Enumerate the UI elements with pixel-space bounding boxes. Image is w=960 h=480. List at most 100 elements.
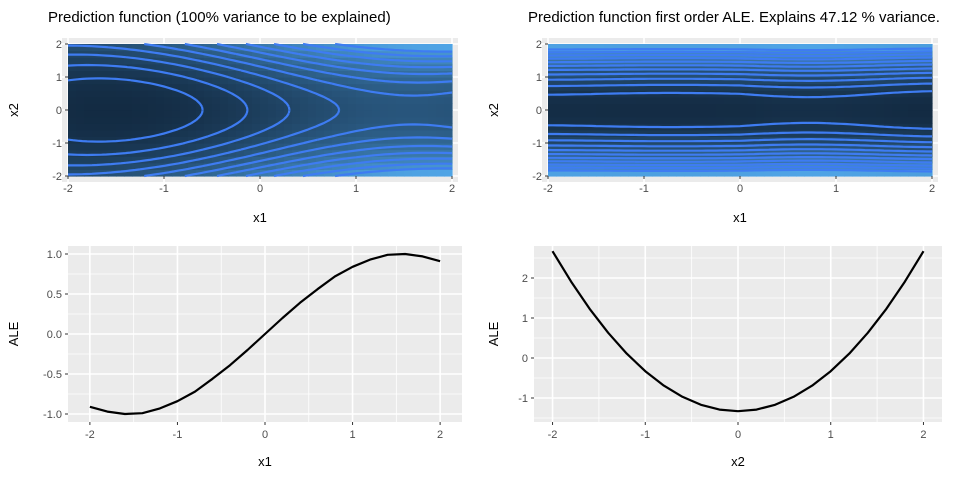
- p1-raster-cell: [188, 57, 197, 65]
- p1-contours: [67, 42, 453, 178]
- p1-raster-cell: [228, 77, 237, 85]
- p1-raster-cell: [364, 123, 373, 131]
- p2-raster-cell: [620, 149, 629, 157]
- p1-raster-cell: [76, 77, 85, 85]
- p1-raster-cell: [420, 50, 429, 58]
- p1-raster-cell: [292, 96, 301, 104]
- p1-raster-cell: [412, 169, 421, 177]
- p1-raster-cell: [116, 77, 125, 85]
- p1-raster-cell: [260, 123, 269, 131]
- p1-raster-cell: [356, 123, 365, 131]
- p2-raster-cell: [692, 44, 701, 52]
- p1-raster-cell: [100, 63, 109, 71]
- p2-raster-cell: [652, 63, 661, 71]
- p3-xtick-label: 2: [437, 429, 443, 441]
- p2-raster-cell: [556, 103, 565, 111]
- p1-raster-cell: [348, 162, 357, 170]
- p1-raster-cell: [284, 50, 293, 58]
- p1-raster-cell: [420, 123, 429, 131]
- p2-raster-cell: [892, 129, 901, 137]
- p1-raster-cell: [172, 162, 181, 170]
- p1-raster-cell: [428, 103, 437, 111]
- p1-raster-cell: [300, 169, 309, 177]
- p1-raster-cell: [156, 149, 165, 157]
- p1-xtick-label: -1: [159, 183, 169, 195]
- p2-raster-cell: [780, 70, 789, 78]
- p1-raster-cell: [148, 143, 157, 151]
- p1-raster-cell: [204, 96, 213, 104]
- p1-raster-cell: [276, 90, 285, 98]
- p2-raster-cell: [700, 77, 709, 85]
- p1-raster-cell: [220, 143, 229, 151]
- p1-raster-cell: [420, 116, 429, 124]
- p1-raster-cell: [308, 129, 317, 137]
- p1-raster-cell: [268, 70, 277, 78]
- p2-raster-cell: [652, 110, 661, 118]
- p1-raster-cell: [116, 129, 125, 137]
- p2-contour-line: [548, 63, 933, 157]
- p1-raster-cell: [364, 103, 373, 111]
- p2-raster-cell: [548, 116, 557, 124]
- p1-raster-cell: [132, 110, 141, 118]
- p1-raster-cell: [76, 116, 85, 124]
- p1-raster-cell: [180, 103, 189, 111]
- p1-raster-cell: [436, 136, 445, 144]
- p1-raster-cell: [252, 149, 261, 157]
- p1-raster-cell: [140, 96, 149, 104]
- p2-raster-cell: [708, 149, 717, 157]
- p2-raster-cell: [900, 116, 909, 124]
- p2-raster-cell: [668, 149, 677, 157]
- p1-raster-cell: [428, 110, 437, 118]
- p2-raster-cell: [572, 169, 581, 177]
- p1-raster-cell: [332, 116, 341, 124]
- p1-raster-cell: [220, 116, 229, 124]
- p1-xtick-label: 1: [353, 183, 359, 195]
- p2-raster-cell: [892, 96, 901, 104]
- p1-raster-cell: [268, 162, 277, 170]
- p2-raster-cell: [660, 136, 669, 144]
- p2-raster-cell: [652, 156, 661, 164]
- p2-raster-cell: [876, 110, 885, 118]
- p1-contour-line: [68, 53, 291, 167]
- p1-raster-cell: [68, 149, 77, 157]
- p1-raster-cell: [84, 149, 93, 157]
- p1-raster-cell: [268, 83, 277, 91]
- p2-raster-cell: [668, 156, 677, 164]
- p2-raster-cell: [900, 149, 909, 157]
- p1-raster-cell: [164, 103, 173, 111]
- p2-raster-cell: [772, 110, 781, 118]
- p1-raster-cell: [420, 129, 429, 137]
- p1-raster-cell: [92, 103, 101, 111]
- p1-raster-cell: [444, 44, 453, 52]
- p1-raster-cell: [300, 136, 309, 144]
- p2-raster-cell: [596, 169, 605, 177]
- p1-raster-cell: [428, 156, 437, 164]
- p2-raster-cell: [644, 149, 653, 157]
- p2-raster-cell: [844, 143, 853, 151]
- p1-raster-cell: [108, 156, 117, 164]
- p2-raster-cell: [724, 116, 733, 124]
- p1-contour-line: [245, 42, 453, 178]
- p1-raster-cell: [140, 110, 149, 118]
- p2-raster-cell: [628, 44, 637, 52]
- p2-raster-cell: [564, 50, 573, 58]
- p1-raster-cell: [292, 77, 301, 85]
- p2-raster-cell: [908, 136, 917, 144]
- p1-raster-cell: [412, 50, 421, 58]
- p1-raster-cell: [324, 110, 333, 118]
- p1-raster-cell: [116, 156, 125, 164]
- p1-raster-cell: [300, 162, 309, 170]
- p1-raster-cell: [212, 169, 221, 177]
- p1-raster-cell: [68, 63, 77, 71]
- p1-raster-cell: [364, 70, 373, 78]
- p2-raster-cell: [924, 96, 933, 104]
- p2-raster-cell: [804, 110, 813, 118]
- p1-raster-cell: [276, 143, 285, 151]
- p1-raster-cell: [332, 103, 341, 111]
- p2-ylabel: x2: [486, 103, 501, 117]
- p2-raster-cell: [740, 77, 749, 85]
- p1-raster-cell: [132, 123, 141, 131]
- p2-raster-cell: [684, 136, 693, 144]
- p1-raster-cell: [388, 129, 397, 137]
- p2-raster-cell: [772, 103, 781, 111]
